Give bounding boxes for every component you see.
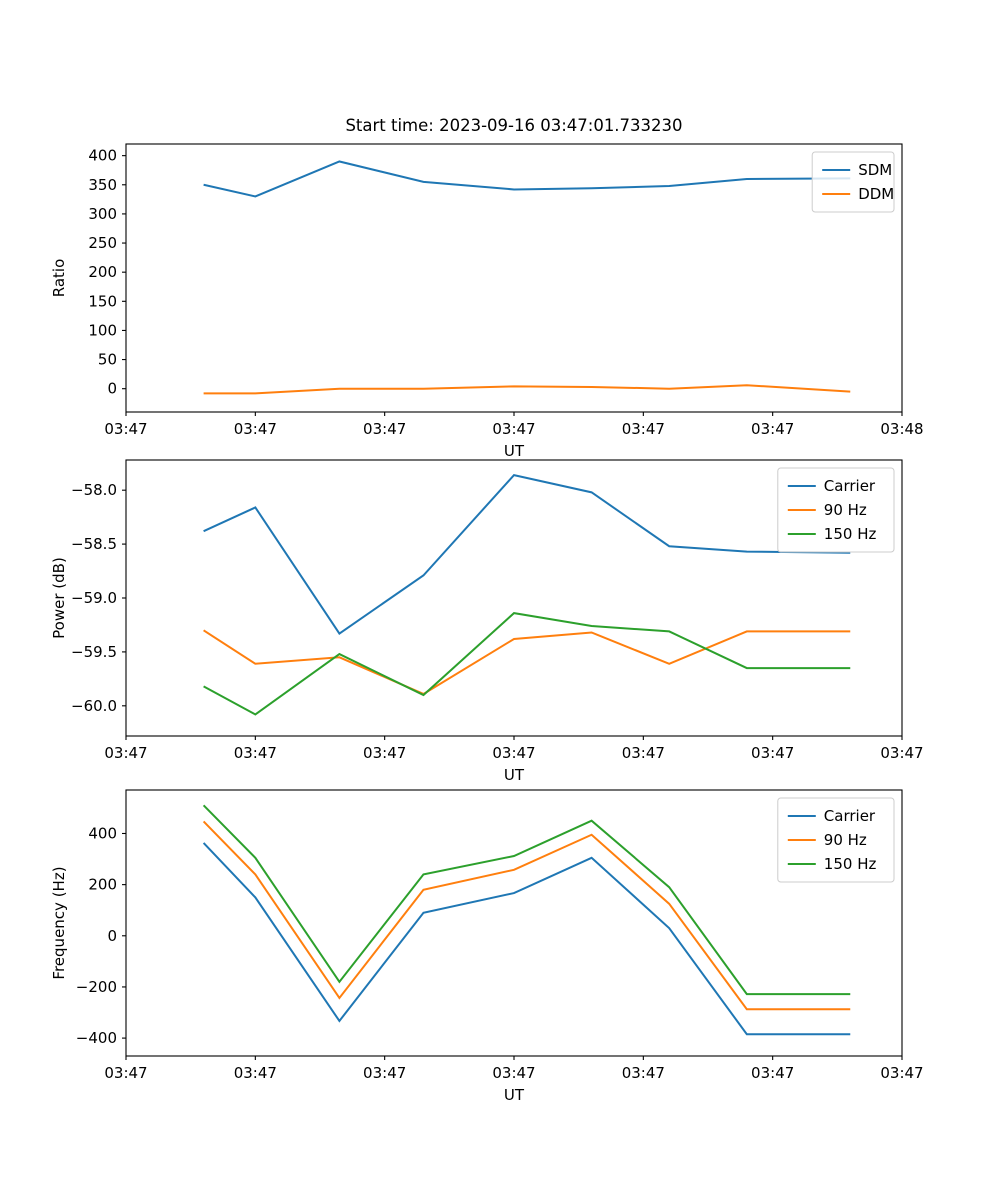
frequency-chart-canvas: 03:47 03:47 03:47 03:47 03:47 03:47 03:47 −400 −… xyxy=(50,789,924,1104)
x-tick-label: 03:47 xyxy=(751,1064,794,1082)
y-tick-label: 200 xyxy=(88,876,117,894)
chart-legend: Carrier 90 Hz 150 Hz xyxy=(777,797,895,883)
x-tick-label: 03:47 xyxy=(622,1064,665,1082)
chart-title: Start time: 2023-09-16 03:47:01.733230 xyxy=(345,116,682,135)
legend-label-150-hz: 150 Hz xyxy=(824,855,877,873)
subplot-power: 03:47 03:47 03:47 03:47 03:47 03:47 03:47 −60.0… xyxy=(0,440,1000,800)
legend-label-carrier: Carrier xyxy=(824,477,876,495)
y-tick-label: 50 xyxy=(98,351,117,369)
y-tick-label: 100 xyxy=(88,321,117,339)
x-tick-label: 03:47 xyxy=(234,1064,277,1082)
legend-label-90-hz: 90 Hz xyxy=(824,831,867,849)
series-line-ddm xyxy=(203,384,851,395)
axes-frame xyxy=(125,143,903,413)
x-tick-label: 03:47 xyxy=(622,744,665,762)
y-tick-label: 200 xyxy=(88,263,117,281)
y-tick-label: −58.0 xyxy=(71,481,117,499)
x-tick-label: 03:47 xyxy=(880,744,923,762)
series-group xyxy=(203,160,851,395)
y-axis-label: Frequency (Hz) xyxy=(50,866,68,979)
legend-label-150-hz: 150 Hz xyxy=(824,525,877,543)
y-tick-label: 150 xyxy=(88,292,117,310)
subplot-frequency: 03:47 03:47 03:47 03:47 03:47 03:47 03:47 −400 −… xyxy=(0,775,1000,1200)
x-tick-label: 03:47 xyxy=(492,1064,535,1082)
x-tick-label: 03:47 xyxy=(622,420,665,438)
subplot-ratio: Start time: 2023-09-16 03:47:01.733230 03… xyxy=(0,0,1000,460)
series-group xyxy=(203,473,851,716)
y-tick-label: −59.0 xyxy=(71,589,117,607)
legend-background xyxy=(811,151,895,213)
series-line-carrier xyxy=(202,842,851,1036)
y-tick-label: 350 xyxy=(88,176,117,194)
chart-legend: SDM DDM xyxy=(811,151,895,213)
series-line-90-hz xyxy=(203,629,851,696)
x-tick-label: 03:47 xyxy=(104,420,147,438)
x-tick-label: 03:47 xyxy=(751,744,794,762)
x-tick-label: 03:47 xyxy=(234,744,277,762)
x-tick-label: 03:47 xyxy=(492,420,535,438)
legend-label-90-hz: 90 Hz xyxy=(824,501,867,519)
legend-label-carrier: Carrier xyxy=(824,807,876,825)
x-tick-label: 03:47 xyxy=(492,744,535,762)
y-tick-label: −60.0 xyxy=(71,697,117,715)
x-axis-label: UT xyxy=(504,442,525,460)
y-tick-label: 0 xyxy=(107,927,117,945)
x-tick-label: 03:47 xyxy=(751,420,794,438)
y-tick-label: −200 xyxy=(76,978,117,996)
y-tick-label: 300 xyxy=(88,205,117,223)
x-axis-label: UT xyxy=(504,1086,525,1104)
y-axis-label: Power (dB) xyxy=(50,557,68,639)
series-group xyxy=(202,804,851,1036)
y-tick-label: −59.5 xyxy=(71,643,117,661)
y-tick-label: 250 xyxy=(88,234,117,252)
x-tick-label: 03:47 xyxy=(363,420,406,438)
chart-legend: Carrier 90 Hz 150 Hz xyxy=(777,467,895,553)
y-axis-label: Ratio xyxy=(50,259,68,298)
legend-label-sdm: SDM xyxy=(858,161,892,179)
x-tick-label: 03:48 xyxy=(880,420,923,438)
x-tick-label: 03:47 xyxy=(104,1064,147,1082)
y-tick-label: 400 xyxy=(88,824,117,842)
x-tick-label: 03:47 xyxy=(234,420,277,438)
power-chart-canvas: 03:47 03:47 03:47 03:47 03:47 03:47 03:47 −60.0… xyxy=(50,459,924,784)
series-line-150-hz xyxy=(203,612,851,716)
x-tick-label: 03:47 xyxy=(880,1064,923,1082)
legend-label-ddm: DDM xyxy=(858,185,894,203)
y-tick-label: 0 xyxy=(107,380,117,398)
x-tick-label: 03:47 xyxy=(104,744,147,762)
series-line-90-hz xyxy=(202,820,851,1011)
series-line-carrier xyxy=(203,473,851,635)
x-tick-label: 03:47 xyxy=(363,744,406,762)
x-axis-label: UT xyxy=(504,766,525,784)
y-tick-label: −58.5 xyxy=(71,535,117,553)
ratio-chart-canvas: Start time: 2023-09-16 03:47:01.73323003… xyxy=(50,116,924,460)
y-tick-label: 400 xyxy=(88,147,117,165)
legend-background xyxy=(777,467,895,553)
y-tick-label: −400 xyxy=(76,1029,117,1047)
series-line-sdm xyxy=(203,160,851,198)
x-tick-label: 03:47 xyxy=(363,1064,406,1082)
legend-background xyxy=(777,797,895,883)
series-line-150-hz xyxy=(202,804,851,996)
